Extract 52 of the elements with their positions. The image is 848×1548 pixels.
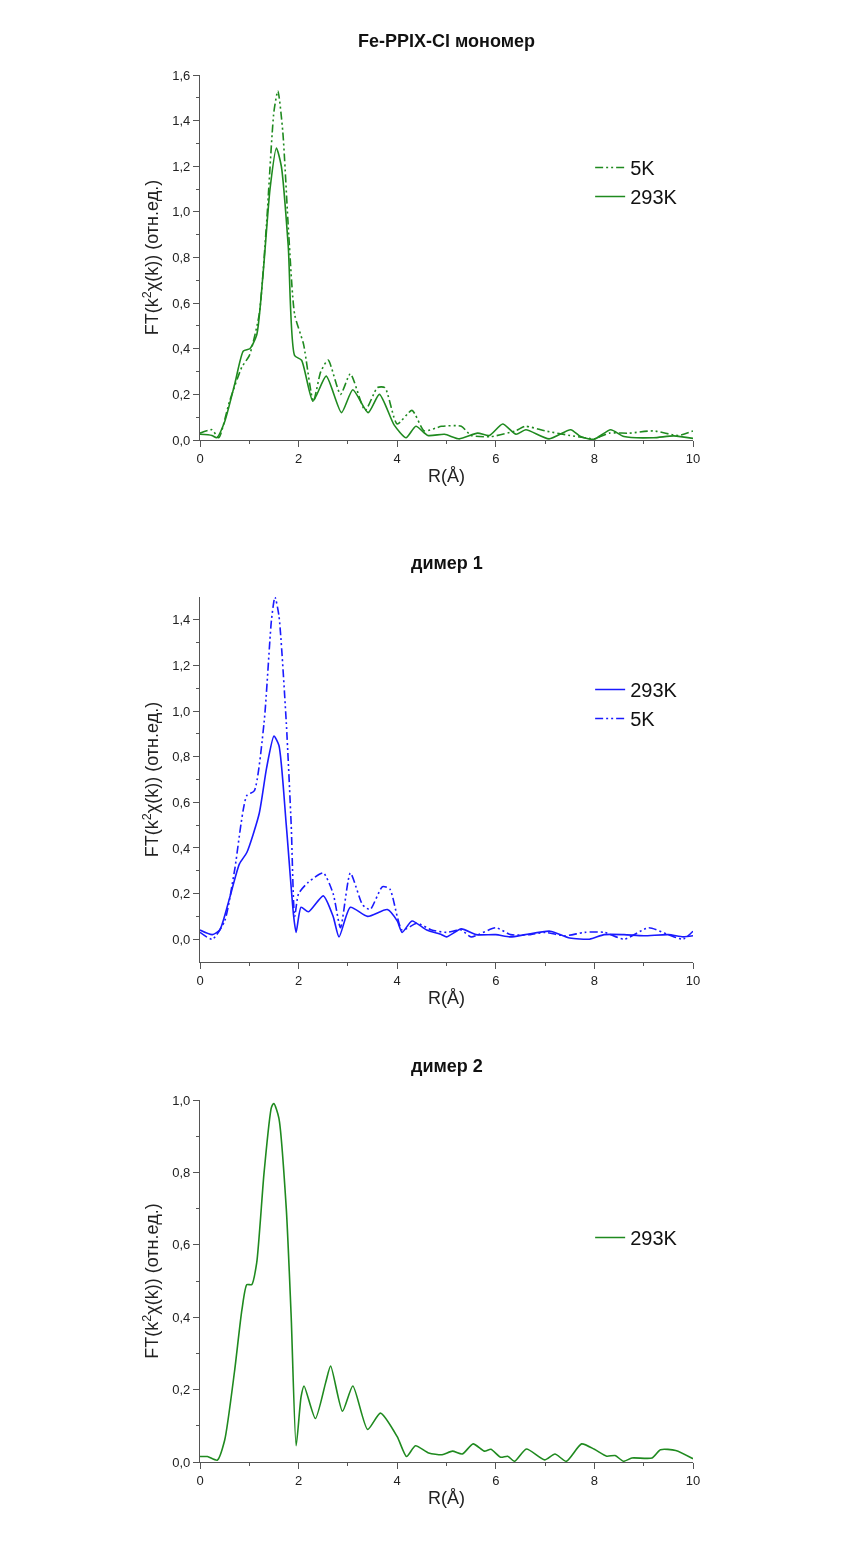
y-tick-label: 1,6: [172, 67, 191, 83]
chart-title: Fe-PPIX-Cl мономер: [358, 31, 536, 51]
legend-label: 293K: [630, 186, 678, 209]
x-tick-label: 10: [685, 1472, 701, 1488]
x-tick-label: 8: [590, 1472, 599, 1488]
x-tick-label: 10: [685, 972, 701, 988]
x-tick-label: 0: [196, 1472, 204, 1488]
x-tick-label: 4: [393, 972, 401, 988]
y-tick-label: 0,0: [172, 1454, 191, 1470]
y-tick-label: 0,0: [172, 432, 191, 448]
x-tick-label: 4: [393, 1472, 401, 1488]
x-tick-label: 8: [590, 450, 599, 466]
x-tick-label: 6: [492, 972, 500, 988]
legend-label: 5K: [630, 157, 656, 180]
x-tick-label: 6: [492, 1472, 500, 1488]
x-axis-title: R(Å): [428, 465, 465, 486]
x-tick-label: 6: [492, 450, 500, 466]
y-tick-label: 1,0: [172, 1092, 191, 1108]
y-tick-label: 1,2: [172, 158, 191, 174]
y-tick-label: 1,2: [172, 657, 191, 673]
y-tick-label: 0,4: [172, 1309, 191, 1325]
x-tick-label: 2: [294, 1472, 303, 1488]
y-tick-label: 0,6: [172, 794, 191, 810]
legend-label: 293K: [630, 1227, 678, 1250]
y-tick-label: 0,0: [172, 931, 191, 947]
y-tick-label: 0,6: [172, 295, 191, 311]
legend-label: 293K: [630, 679, 678, 702]
chart-title: димер 1: [411, 553, 483, 573]
y-tick-label: 0,2: [172, 886, 191, 902]
x-axis-title: R(Å): [428, 987, 465, 1008]
y-tick-label: 1,0: [172, 703, 191, 719]
y-tick-label: 1,4: [172, 113, 191, 129]
y-tick-label: 0,2: [172, 1382, 191, 1398]
y-tick-label: 1,4: [172, 612, 191, 628]
x-tick-label: 4: [393, 450, 401, 466]
y-tick-label: 0,4: [172, 341, 191, 357]
x-tick-label: 8: [590, 972, 599, 988]
chart-title: димер 2: [411, 1056, 483, 1076]
x-tick-label: 2: [294, 972, 303, 988]
x-axis-title: R(Å): [428, 1487, 465, 1508]
x-tick-label: 10: [685, 450, 701, 466]
x-tick-label: 2: [294, 450, 303, 466]
y-tick-label: 1,0: [172, 204, 191, 220]
y-tick-label: 0,6: [172, 1237, 191, 1253]
legend-label: 5K: [630, 708, 656, 731]
y-tick-label: 0,2: [172, 386, 191, 402]
y-tick-label: 0,8: [172, 250, 191, 266]
y-tick-label: 0,8: [172, 1164, 191, 1180]
y-tick-label: 0,8: [172, 749, 191, 765]
x-tick-label: 0: [196, 972, 204, 988]
y-tick-label: 0,4: [172, 840, 191, 856]
x-tick-label: 0: [196, 450, 204, 466]
